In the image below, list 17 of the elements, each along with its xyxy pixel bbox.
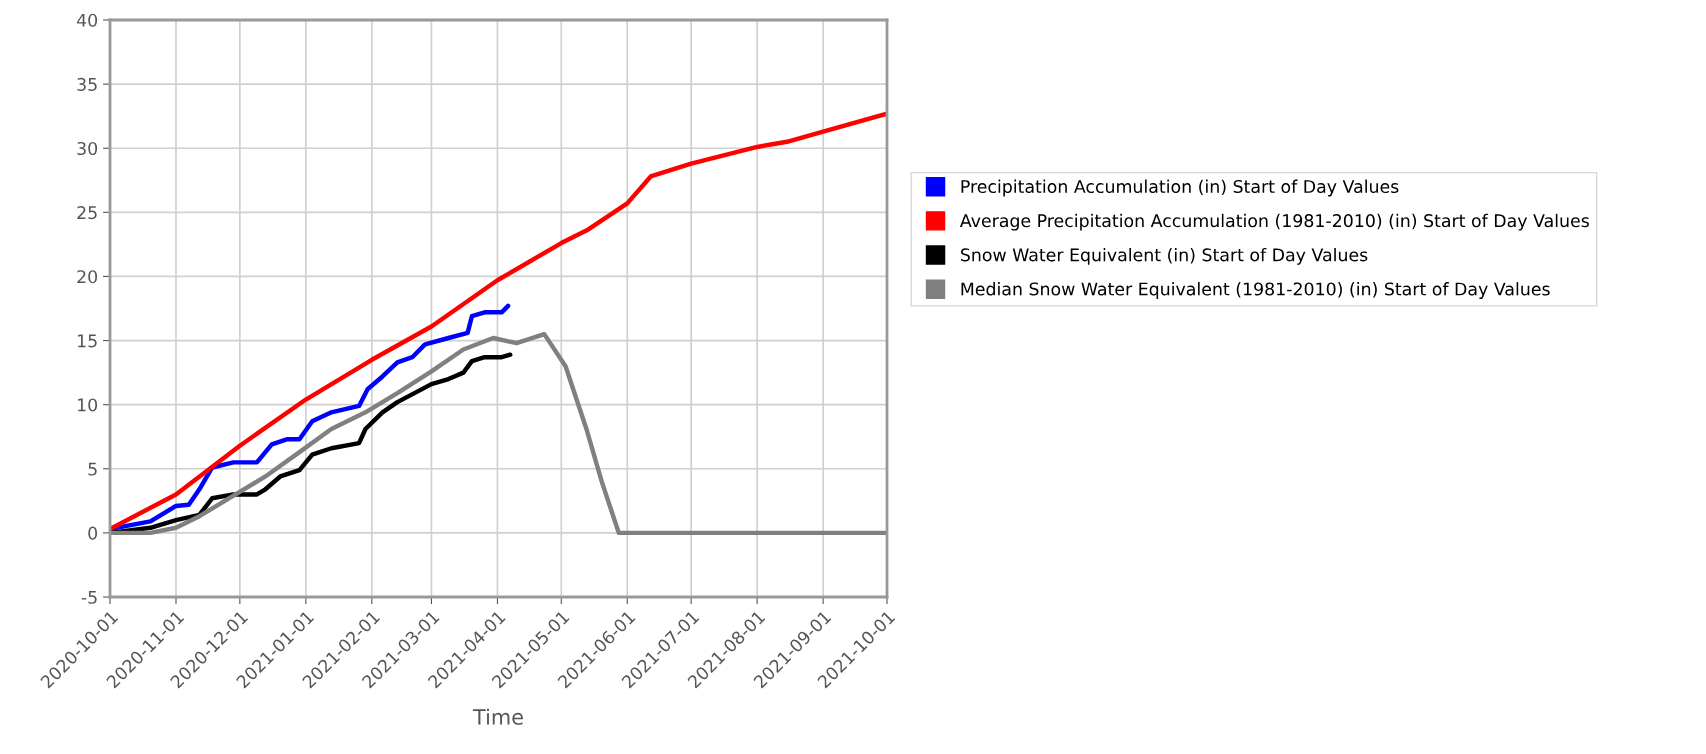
- y-tick-label: 35: [77, 77, 97, 91]
- y-tick-label: 40: [76, 13, 98, 27]
- x-axis-title: Time: [472, 708, 523, 725]
- legend-label: Precipitation Accumulation (in) Start of Day Values: [961, 179, 1399, 197]
- y-tick-label: 20: [77, 270, 98, 284]
- y-tick-label: 15: [78, 334, 97, 348]
- line-series: [110, 331, 887, 536]
- y-tick-label: 30: [77, 141, 98, 156]
- legend-label: Snow Water Equivalent (in) Start of Day Values: [960, 247, 1368, 265]
- y-tick-label: 5: [88, 462, 97, 476]
- legend-label: Average Precipitation Accumulation (1981-2010) (in) Start of Day Values: [959, 213, 1589, 231]
- y-tick-label: 25: [77, 206, 97, 220]
- y-tick-label: -5: [81, 590, 97, 604]
- y-tick-label: 10: [78, 398, 98, 412]
- y-tick-label: 0: [88, 526, 98, 540]
- line-series: [110, 111, 887, 532]
- legend-label: Median Snow Water Equivalent (1981-2010) (in) Start of Day Values: [961, 282, 1550, 299]
